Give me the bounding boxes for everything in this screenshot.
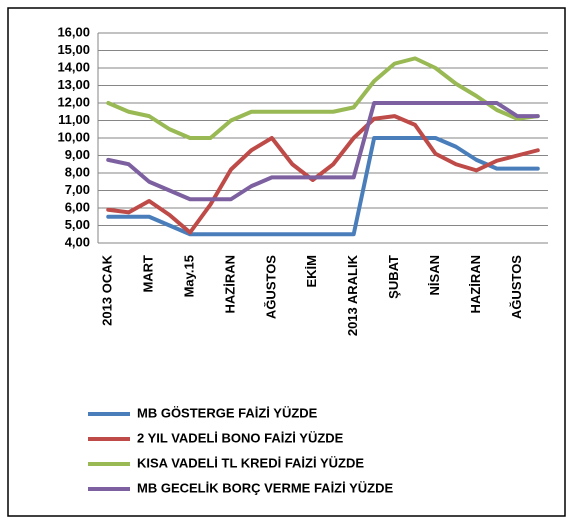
y-tick-label: 6,00 [65, 199, 90, 214]
y-tick-label: 16,00 [57, 24, 90, 39]
x-tick-label: EKİM [304, 255, 319, 288]
y-tick-label: 9,00 [65, 147, 90, 162]
series-line [106, 114, 540, 235]
series-line [106, 101, 540, 202]
x-tick-label: May.15 [181, 255, 196, 297]
y-tick-label: 14,00 [57, 59, 90, 74]
legend-label: MB GÖSTERGE FAİZİ YÜZDE [137, 405, 318, 420]
series-line [106, 56, 540, 140]
y-tick-label: 11,00 [58, 112, 90, 127]
y-tick-label: 4,00 [65, 234, 90, 249]
x-tick-label: HAZİRAN [468, 255, 483, 314]
y-tick-label: 12,00 [57, 94, 90, 109]
x-tick-label: AĞUSTOS [509, 255, 524, 319]
y-tick-label: 13,00 [57, 77, 90, 92]
x-tick-label: 2013 ARALIK [345, 254, 360, 336]
y-tick-label: 7,00 [65, 182, 90, 197]
x-tick-label: MART [141, 255, 156, 293]
y-tick-label: 5,00 [65, 217, 90, 232]
x-tick-label: NİSAN [427, 255, 442, 295]
x-tick-label: HAZİRAN [222, 255, 237, 314]
y-tick-label: 10,00 [57, 129, 90, 144]
y-tick-label: 15,00 [57, 42, 90, 57]
legend-label: KISA VADELİ TL KREDİ FAİZİ YÜZDE [137, 455, 364, 470]
series-line [106, 136, 540, 237]
legend-label: 2 YIL VADELİ BONO FAİZİ YÜZDE [137, 430, 344, 445]
x-tick-label: ŞUBAT [386, 255, 401, 299]
x-tick-label: AĞUSTOS [263, 255, 278, 319]
x-tick-label: 2013 OCAK [100, 254, 115, 325]
y-tick-label: 8,00 [65, 164, 90, 179]
legend-label: MB GECELİK BORÇ VERME FAİZİ YÜZDE [137, 480, 393, 495]
